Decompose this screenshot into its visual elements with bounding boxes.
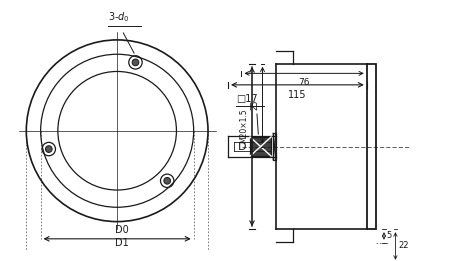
Text: 25: 25: [250, 100, 259, 110]
Text: □17: □17: [235, 94, 257, 104]
Text: 115: 115: [287, 90, 306, 100]
Text: M20×1.5: M20×1.5: [239, 108, 248, 143]
Text: D0: D0: [115, 225, 129, 235]
Text: 22: 22: [397, 241, 408, 251]
Text: D: D: [237, 141, 246, 152]
Text: 5: 5: [386, 232, 391, 240]
Text: 3-$d_0$: 3-$d_0$: [107, 10, 129, 24]
Text: 76: 76: [298, 78, 309, 87]
Circle shape: [45, 146, 52, 152]
Circle shape: [163, 177, 170, 184]
Bar: [273, 133, 275, 160]
Circle shape: [132, 59, 139, 66]
Text: D1: D1: [115, 238, 129, 248]
Bar: [250, 137, 270, 156]
Bar: [366, 64, 375, 229]
